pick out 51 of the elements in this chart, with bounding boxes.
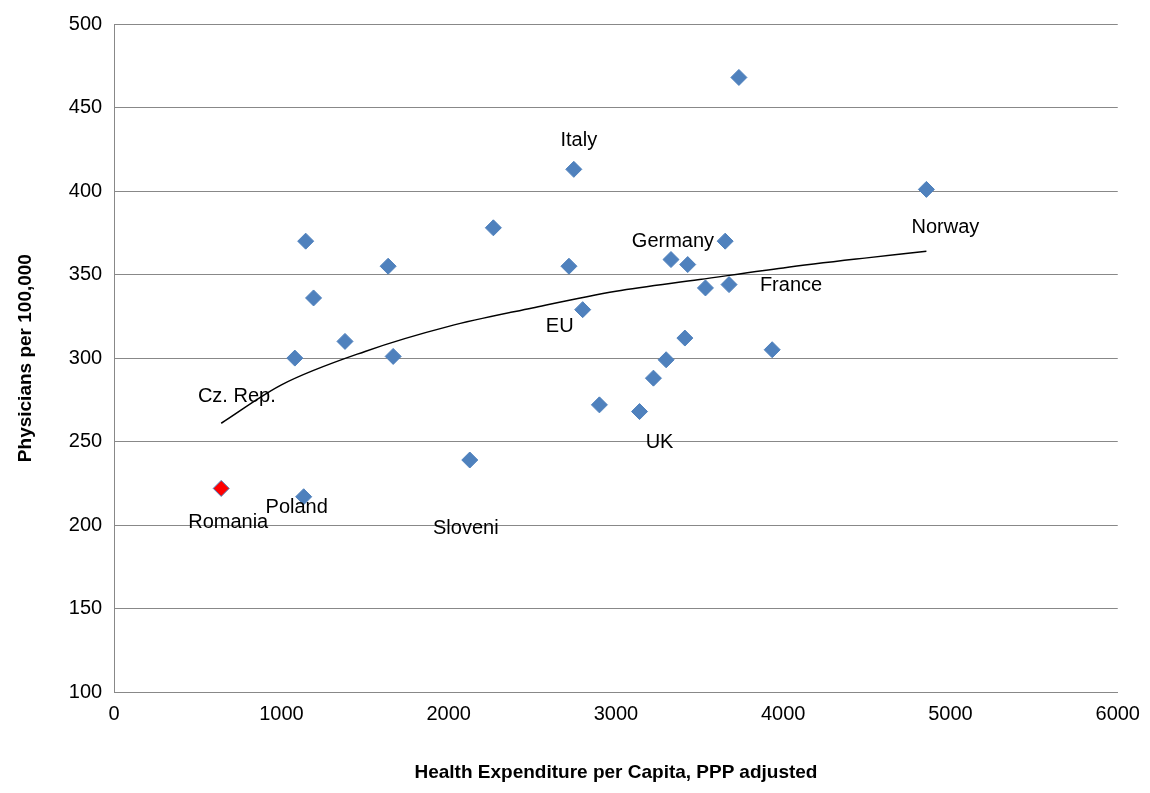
annotation: Italy [560,127,598,150]
point [565,160,583,178]
annotation: EU [545,314,574,337]
x-tick-label: 5000 [928,701,973,724]
point [696,279,714,297]
point [763,341,781,359]
point [212,479,230,497]
point [679,256,697,274]
x-tick-label: 2000 [426,701,471,724]
y-tick-label: 350 [68,262,103,285]
point [297,232,315,250]
point [574,301,592,319]
annotation: France [759,273,823,296]
y-tick-label: 300 [68,345,103,368]
y-tick-label: 450 [68,95,103,118]
annotation: Sloveni [432,515,499,538]
point [720,276,738,294]
point [676,329,694,347]
y-tick-label: 100 [68,679,103,702]
x-tick-label: 4000 [760,701,806,724]
point [336,332,354,350]
point [644,369,662,387]
x-tick-label: 6000 [1095,701,1140,724]
point [662,251,680,269]
x-tick-label: 3000 [593,701,639,724]
annotation: Poland [265,495,328,518]
y-tick-label: 150 [68,596,103,619]
y-tick-label: 200 [68,512,103,535]
point [305,289,323,307]
y-axis-title: Physicians per 100,000 [13,254,35,463]
y-tick-label: 400 [68,178,103,201]
annotation: UK [645,430,675,453]
y-tick-label: 250 [68,429,103,452]
point [286,349,304,367]
point [384,347,402,365]
x-tick-label: 1000 [259,701,304,724]
point [657,351,675,369]
x-tick-label: 0 [108,701,120,724]
annotation: Germany [631,229,715,252]
x-axis-title: Health Expenditure per Capita, PPP adjusted [414,760,818,782]
annotation: Norway [911,214,980,237]
y-tick-label: 500 [68,11,103,34]
point [484,219,502,237]
point [461,451,479,469]
point [917,180,935,198]
point [716,232,734,250]
point [379,257,397,275]
point [730,68,748,86]
point [590,396,608,414]
point [560,257,578,275]
point [631,403,649,421]
